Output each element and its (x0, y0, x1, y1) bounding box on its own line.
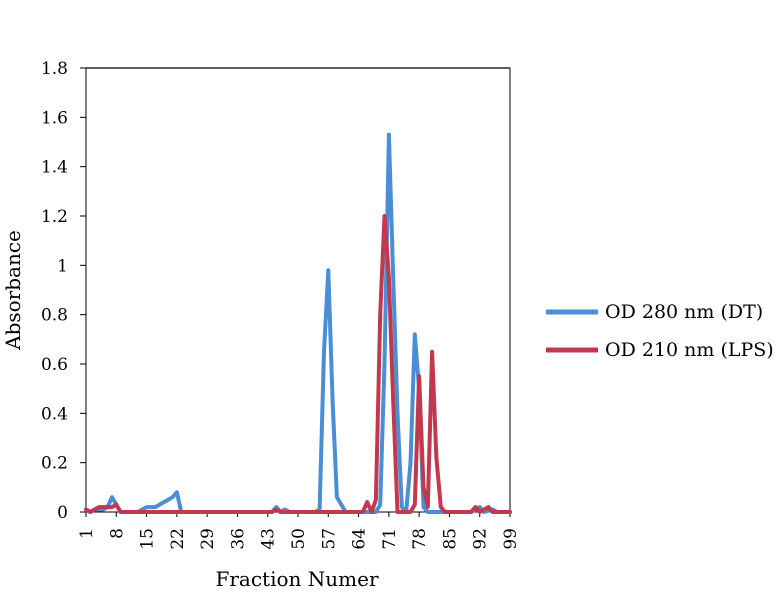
y-tick-label: 0.2 (41, 454, 68, 474)
x-tick-label: 92 (471, 528, 491, 550)
legend-label-od280: OD 280 nm (DT) (605, 301, 763, 323)
y-tick-label: 1.6 (41, 108, 68, 128)
y-tick-label: 1.4 (41, 158, 68, 178)
y-tick-label: 1 (57, 256, 68, 276)
x-tick-label: 50 (289, 528, 309, 550)
x-tick-label: 8 (107, 528, 127, 539)
x-tick-label: 1 (77, 528, 97, 539)
y-tick-label: 0 (57, 503, 68, 523)
x-tick-label: 43 (259, 528, 279, 550)
y-tick-label: 1.2 (41, 207, 68, 227)
x-tick-label: 64 (350, 528, 370, 550)
x-tick-label: 85 (440, 528, 460, 550)
x-tick-label: 22 (168, 528, 188, 550)
x-tick-label: 57 (319, 528, 339, 550)
y-axis-title: Absorbance (1, 230, 25, 351)
y-tick-label: 1.8 (41, 59, 68, 79)
y-axis-ticks: 0 0.2 0.4 0.6 0.8 1 1.2 1.4 1.6 1.8 (41, 59, 86, 523)
y-tick-label: 0.4 (41, 404, 68, 424)
legend: OD 280 nm (DT) OD 210 nm (LPS) (546, 301, 774, 361)
x-tick-label: 15 (138, 528, 158, 550)
y-tick-label: 0.6 (41, 355, 68, 375)
series-line-od210 (84, 214, 512, 514)
x-tick-label: 99 (501, 528, 521, 550)
x-tick-label: 36 (228, 528, 248, 550)
x-axis-title: Fraction Numer (215, 567, 378, 591)
x-axis-ticks: 1 8 15 22 29 36 43 50 57 64 71 78 85 92 99 (77, 512, 521, 550)
series-line-od280 (84, 132, 512, 514)
series-layer (84, 132, 512, 514)
x-tick-label: 29 (198, 528, 218, 550)
x-tick-label: 78 (410, 528, 430, 550)
plot-area (85, 67, 511, 513)
x-tick-label: 71 (380, 528, 400, 550)
y-tick-label: 0.8 (41, 306, 68, 326)
legend-label-od210: OD 210 nm (LPS) (605, 339, 774, 361)
